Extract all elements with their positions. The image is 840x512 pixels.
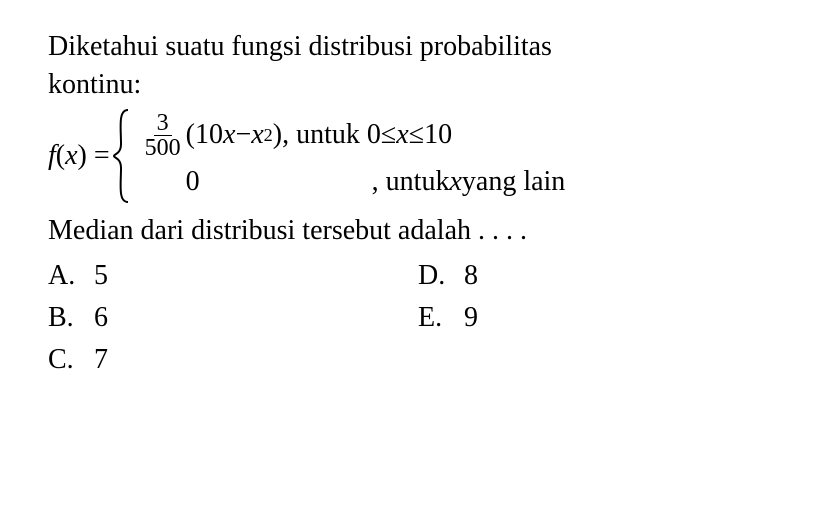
fraction-num: 3 [154, 111, 172, 136]
lhs-close: ) = [78, 140, 110, 171]
problem-page: Diketahui suatu fungsi distribusi probab… [0, 0, 840, 407]
left-brace-icon [112, 108, 134, 204]
option-c-letter: C. [48, 341, 94, 379]
option-c: C. 7 [48, 341, 408, 379]
option-a: A. 5 [48, 257, 408, 295]
option-b-value: 6 [94, 299, 108, 337]
poly-x2: x [251, 116, 263, 154]
poly-close-text: ), untuk 0 [273, 116, 381, 154]
case2-rest: yang lain [462, 163, 565, 201]
option-b: B. 6 [48, 299, 408, 337]
option-e: E. 9 [418, 299, 800, 337]
option-a-letter: A. [48, 257, 94, 295]
poly-open: (10 [186, 116, 223, 154]
lhs-f: f [48, 140, 56, 171]
le-1: ≤ [381, 116, 396, 154]
option-e-letter: E. [418, 299, 464, 337]
intro-line-2: kontinu: [48, 69, 141, 100]
function-definition: f(x) = 3 500 (10x − x2), untuk 0 ≤ x ≤ 1… [48, 108, 800, 204]
intro-line-1: Diketahui suatu fungsi distribusi probab… [48, 31, 552, 62]
cond-x: x [396, 116, 408, 154]
case2-x: x [449, 163, 461, 201]
case2-cond: , untuk [372, 163, 450, 201]
fraction-den: 500 [142, 136, 184, 160]
piecewise-cases: 3 500 (10x − x2), untuk 0 ≤ x ≤ 10 0 , u… [140, 111, 566, 201]
fraction-3-500: 3 500 [142, 111, 184, 160]
question-text: Median dari distribusi tersebut adalah .… [48, 212, 800, 250]
option-d-letter: D. [418, 257, 464, 295]
option-c-value: 7 [94, 341, 108, 379]
case-2: 0 , untuk x yang lain [140, 163, 566, 201]
intro-text: Diketahui suatu fungsi distribusi probab… [48, 28, 800, 104]
option-d: D. 8 [418, 257, 800, 295]
poly-x1: x [223, 116, 235, 154]
function-lhs: f(x) = [48, 137, 110, 175]
le-2: ≤ [409, 116, 424, 154]
case-1: 3 500 (10x − x2), untuk 0 ≤ x ≤ 10 [140, 111, 566, 160]
poly-mid: − [235, 116, 251, 154]
option-b-letter: B. [48, 299, 94, 337]
lhs-x: x [65, 140, 77, 171]
option-d-value: 8 [464, 257, 478, 295]
cond-end: 10 [424, 116, 452, 154]
answer-options: A. 5 D. 8 B. 6 E. 9 C. 7 [48, 257, 800, 378]
lhs-open: ( [56, 140, 65, 171]
case2-zero: 0 [186, 163, 200, 201]
option-e-value: 9 [464, 299, 478, 337]
option-a-value: 5 [94, 257, 108, 295]
